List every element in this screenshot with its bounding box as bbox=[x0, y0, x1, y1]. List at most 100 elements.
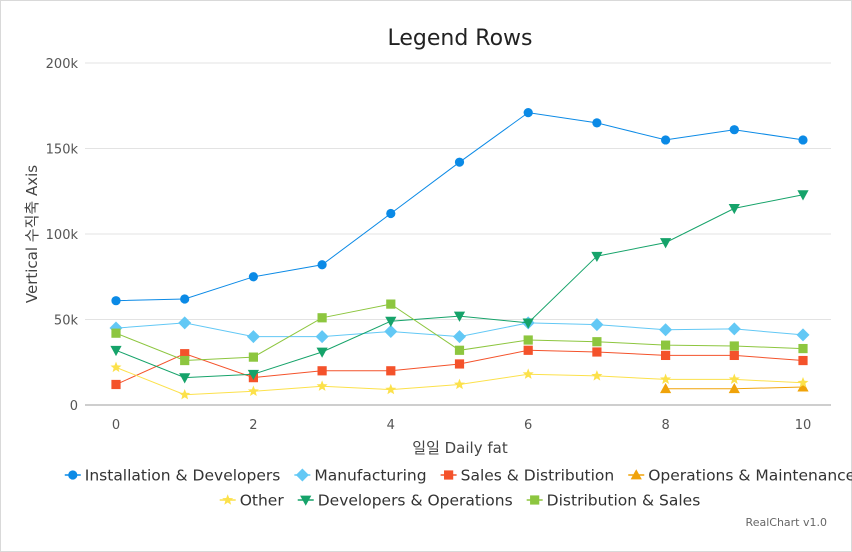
data-point bbox=[661, 135, 671, 145]
data-point bbox=[317, 366, 327, 376]
data-point bbox=[523, 345, 533, 355]
legend: Installation & Developers Manufacturing Sa… bbox=[64, 467, 852, 510]
legend-label: Manufacturing bbox=[314, 467, 426, 485]
legend-item[interactable]: Installation & Developers bbox=[64, 467, 281, 485]
y-tick-label: 0 bbox=[70, 399, 78, 414]
data-point bbox=[660, 382, 672, 394]
y-tick-label: 200k bbox=[46, 57, 79, 72]
chart-title: Legend Rows bbox=[387, 26, 532, 51]
data-point bbox=[728, 373, 740, 385]
data-point bbox=[111, 379, 121, 390]
data-point bbox=[179, 373, 191, 384]
data-point bbox=[386, 299, 396, 309]
data-point bbox=[248, 272, 258, 282]
data-point bbox=[248, 352, 258, 362]
data-point bbox=[180, 355, 190, 366]
data-point bbox=[454, 359, 465, 369]
data-point bbox=[660, 373, 672, 385]
y-tick-label: 50k bbox=[54, 314, 79, 329]
data-point bbox=[592, 347, 602, 357]
x-axis-tick-labels: 0 2 4 6 8 10 bbox=[112, 418, 811, 433]
x-tick-label: 4 bbox=[387, 418, 395, 433]
data-point bbox=[179, 388, 191, 400]
x-tick-label: 0 bbox=[112, 418, 120, 433]
series-line bbox=[115, 112, 804, 302]
series bbox=[111, 299, 808, 366]
data-point bbox=[728, 203, 740, 215]
data-point bbox=[592, 118, 602, 128]
legend-marker bbox=[222, 494, 234, 505]
legend-item[interactable]: Manufacturing bbox=[294, 467, 427, 485]
data-point bbox=[246, 330, 260, 344]
data-point bbox=[591, 251, 603, 263]
data-point bbox=[660, 238, 672, 249]
data-point bbox=[386, 366, 396, 376]
series bbox=[660, 381, 809, 394]
data-point bbox=[729, 125, 739, 135]
data-point bbox=[522, 318, 534, 329]
data-point bbox=[798, 343, 808, 354]
data-point bbox=[590, 318, 604, 332]
legend-item[interactable]: Operations & Maintenance bbox=[628, 467, 852, 485]
data-point bbox=[797, 376, 809, 388]
data-point bbox=[727, 322, 741, 336]
x-tick-label: 8 bbox=[661, 418, 669, 433]
data-point bbox=[798, 355, 808, 366]
data-point bbox=[454, 345, 465, 355]
data-point bbox=[180, 349, 190, 359]
data-point bbox=[385, 383, 397, 395]
data-point bbox=[797, 381, 809, 392]
data-point bbox=[728, 382, 740, 394]
series bbox=[110, 361, 809, 400]
data-point bbox=[523, 335, 533, 345]
x-tick-label: 10 bbox=[795, 418, 812, 433]
legend-label: Installation & Developers bbox=[85, 467, 281, 485]
data-point bbox=[316, 347, 328, 358]
data-point bbox=[453, 330, 466, 344]
legend-marker bbox=[68, 470, 78, 480]
legend-label: Distribution & Sales bbox=[547, 492, 701, 510]
data-point bbox=[453, 311, 466, 322]
data-point bbox=[111, 328, 121, 338]
series-layer bbox=[109, 107, 810, 400]
data-point bbox=[454, 157, 465, 167]
legend-item[interactable]: Developers & Operations bbox=[297, 492, 513, 510]
data-point bbox=[797, 190, 809, 201]
legend-marker bbox=[444, 470, 454, 480]
credit-label: RealChart v1.0 bbox=[746, 516, 827, 529]
x-tick-label: 2 bbox=[249, 418, 257, 433]
data-point bbox=[729, 350, 739, 361]
data-point bbox=[384, 324, 398, 338]
data-point bbox=[385, 316, 397, 328]
series bbox=[110, 190, 809, 384]
data-point bbox=[798, 135, 808, 145]
data-point bbox=[111, 296, 121, 306]
data-point bbox=[796, 328, 810, 342]
data-point bbox=[315, 330, 329, 344]
data-point bbox=[523, 107, 533, 118]
y-axis-title: Vertical 수직축 Axis bbox=[23, 165, 41, 303]
data-point bbox=[317, 313, 327, 323]
legend-item[interactable]: Sales & Distribution bbox=[440, 467, 615, 485]
data-point bbox=[386, 208, 396, 219]
data-point bbox=[247, 369, 259, 381]
data-point bbox=[317, 260, 327, 270]
y-tick-label: 150k bbox=[46, 143, 79, 158]
legend-label: Operations & Maintenance bbox=[648, 467, 852, 485]
data-point bbox=[591, 370, 603, 381]
data-point bbox=[661, 340, 671, 350]
y-axis-tick-labels: 0 50k 100k 150k 200k bbox=[46, 57, 79, 414]
data-point bbox=[592, 337, 602, 347]
data-point bbox=[316, 380, 328, 391]
legend-item[interactable]: Distribution & Sales bbox=[526, 492, 701, 510]
data-point bbox=[247, 385, 259, 397]
legend-marker bbox=[630, 469, 642, 480]
data-point bbox=[180, 294, 190, 304]
legend-item[interactable]: Other bbox=[219, 492, 285, 510]
legend-marker bbox=[295, 468, 309, 482]
data-point bbox=[453, 378, 466, 390]
legend-marker bbox=[300, 495, 312, 506]
y-tick-label: 100k bbox=[46, 228, 79, 243]
